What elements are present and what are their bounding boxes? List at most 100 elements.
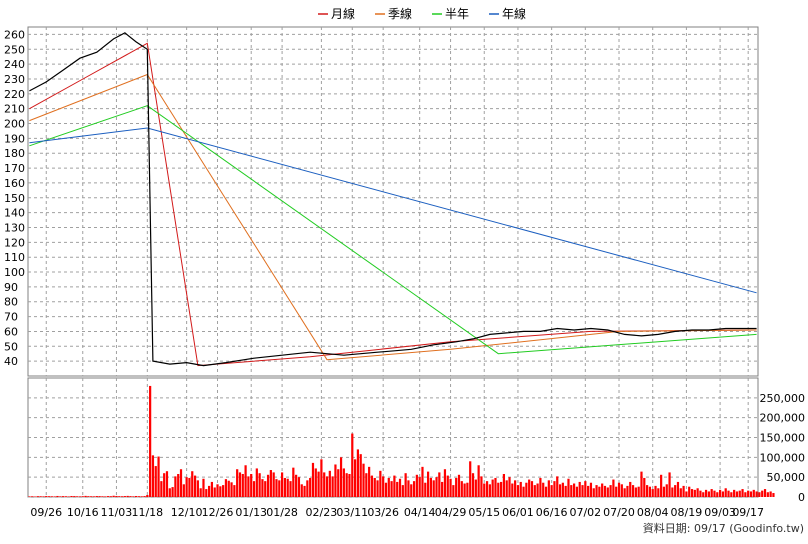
volume-bar	[208, 486, 210, 497]
price-tick-label: 160	[4, 177, 25, 190]
volume-bar	[413, 481, 415, 497]
volume-bar	[635, 487, 637, 497]
date-tick-label: 09/17	[732, 506, 764, 519]
date-tick-label: 12/10	[171, 506, 203, 519]
volume-bar	[573, 484, 575, 497]
volume-bar	[84, 496, 86, 497]
volume-bar	[447, 476, 449, 497]
date-tick-label: 08/19	[671, 506, 703, 519]
volume-bar	[598, 487, 600, 497]
volume-bar	[416, 475, 418, 497]
volume-bar	[287, 479, 289, 497]
volume-bar	[691, 489, 693, 497]
volume-bar	[244, 465, 246, 497]
volume-bar	[517, 485, 519, 497]
volume-bar	[461, 481, 463, 497]
volume-bar	[719, 490, 721, 497]
volume-bar	[390, 481, 392, 497]
volume-bar	[323, 472, 325, 497]
date-tick-label: 05/15	[468, 506, 500, 519]
volume-bar	[270, 470, 272, 497]
volume-bar	[202, 479, 204, 497]
volume-bar	[146, 495, 148, 497]
volume-bar	[604, 486, 606, 497]
volume-bar	[427, 472, 429, 497]
volume-bar	[433, 480, 435, 497]
volume-bar	[332, 476, 334, 497]
volume-bar	[559, 484, 561, 497]
volume-bar	[713, 491, 715, 497]
volume-bar	[360, 454, 362, 497]
volume-bar	[626, 486, 628, 497]
volume-bar	[337, 469, 339, 497]
volume-bar	[163, 473, 165, 497]
volume-bar	[632, 485, 634, 497]
volume-bar	[506, 480, 508, 497]
volume-bar	[180, 469, 182, 497]
volume-bar	[646, 485, 648, 497]
volume-bar	[410, 484, 412, 497]
volume-bar	[149, 386, 151, 497]
volume-bar	[303, 486, 305, 497]
volume-bar	[152, 455, 154, 497]
volume-bar	[289, 481, 291, 497]
legend: 月線季線半年年線	[318, 6, 526, 21]
volume-bar	[545, 487, 547, 497]
volume-bar	[525, 483, 527, 497]
volume-bar	[376, 480, 378, 497]
price-tick-label: 140	[4, 207, 25, 220]
volume-bar	[663, 487, 665, 497]
volume-bar	[135, 496, 137, 497]
volume-bar	[666, 484, 668, 497]
volume-bar	[758, 492, 760, 497]
volume-bar	[56, 496, 58, 497]
volume-bar	[694, 490, 696, 497]
volume-bar	[31, 496, 33, 497]
volume-bar	[556, 476, 558, 497]
volume-bar	[42, 496, 44, 497]
volume-bar	[385, 483, 387, 497]
volume-bar	[469, 461, 471, 497]
volume-bar	[230, 482, 232, 497]
volume-bar	[211, 482, 213, 497]
volume-bar	[682, 486, 684, 497]
volume-bar	[242, 474, 244, 497]
volume-bar	[169, 488, 171, 497]
volume-bar	[755, 491, 757, 497]
volume-bar	[362, 464, 364, 497]
date-tick-label: 04/14	[404, 506, 436, 519]
price-tick-label: 170	[4, 162, 25, 175]
volume-bar	[320, 459, 322, 497]
date-tick-label: 03/11	[336, 506, 368, 519]
volume-bar	[346, 473, 348, 497]
volume-tick-label: 250,000	[760, 392, 806, 405]
volume-bar	[722, 491, 724, 497]
volume-bar	[551, 485, 553, 497]
volume-bar	[315, 468, 317, 497]
volume-bar	[595, 485, 597, 497]
volume-bar	[761, 491, 763, 497]
volume-tick-label: 0	[798, 491, 805, 504]
volume-bar	[68, 496, 70, 497]
volume-bar	[472, 473, 474, 497]
volume-bar	[657, 488, 659, 497]
volume-tick-label: 150,000	[760, 432, 806, 445]
volume-bar	[382, 476, 384, 497]
volume-bar	[371, 476, 373, 497]
volume-bar	[463, 484, 465, 497]
volume-bar	[113, 496, 115, 497]
volume-bar	[542, 483, 544, 497]
volume-bar	[660, 475, 662, 497]
price-tick-label: 40	[4, 355, 18, 368]
volume-bar	[174, 476, 176, 497]
volume-bar	[475, 480, 477, 497]
volume-bar	[157, 457, 159, 497]
volume-bar	[329, 471, 331, 497]
volume-bar	[770, 491, 772, 497]
volume-bar	[104, 496, 106, 497]
volume-bar	[138, 496, 140, 497]
date-tick-label: 09/03	[704, 506, 736, 519]
legend-label-3: 年線	[502, 6, 526, 21]
